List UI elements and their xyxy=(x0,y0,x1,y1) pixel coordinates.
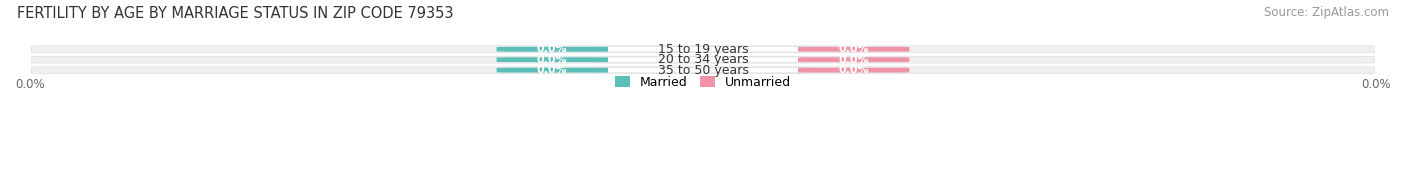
Text: 15 to 19 years: 15 to 19 years xyxy=(658,43,748,56)
FancyBboxPatch shape xyxy=(799,47,910,52)
Text: 0.0%: 0.0% xyxy=(537,65,568,75)
Legend: Married, Unmarried: Married, Unmarried xyxy=(610,71,796,94)
Text: 0.0%: 0.0% xyxy=(1361,78,1391,91)
Text: FERTILITY BY AGE BY MARRIAGE STATUS IN ZIP CODE 79353: FERTILITY BY AGE BY MARRIAGE STATUS IN Z… xyxy=(17,6,453,21)
Text: 0.0%: 0.0% xyxy=(537,55,568,65)
Text: 0.0%: 0.0% xyxy=(838,55,869,65)
Text: 0.0%: 0.0% xyxy=(537,44,568,54)
FancyBboxPatch shape xyxy=(31,56,1375,63)
Text: 0.0%: 0.0% xyxy=(15,78,45,91)
FancyBboxPatch shape xyxy=(31,67,1375,74)
FancyBboxPatch shape xyxy=(496,57,607,62)
FancyBboxPatch shape xyxy=(496,68,607,73)
FancyBboxPatch shape xyxy=(496,47,607,52)
FancyBboxPatch shape xyxy=(593,67,813,73)
FancyBboxPatch shape xyxy=(799,68,910,73)
Text: 20 to 34 years: 20 to 34 years xyxy=(658,53,748,66)
Text: Source: ZipAtlas.com: Source: ZipAtlas.com xyxy=(1264,6,1389,19)
FancyBboxPatch shape xyxy=(593,46,813,52)
FancyBboxPatch shape xyxy=(593,57,813,62)
Text: 35 to 50 years: 35 to 50 years xyxy=(658,64,748,77)
FancyBboxPatch shape xyxy=(799,57,910,62)
Text: 0.0%: 0.0% xyxy=(838,65,869,75)
FancyBboxPatch shape xyxy=(31,46,1375,53)
Text: 0.0%: 0.0% xyxy=(838,44,869,54)
